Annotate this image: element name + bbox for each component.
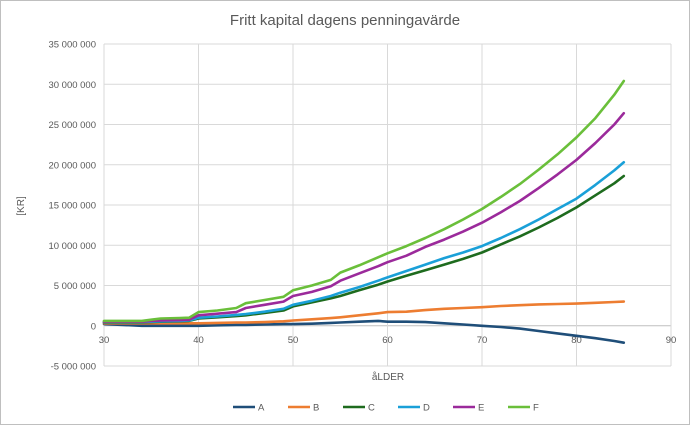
- x-tick-label: 80: [571, 335, 582, 346]
- x-tick-label: 70: [477, 335, 488, 346]
- series-line-d: [102, 161, 626, 324]
- legend: A B C D E F: [233, 403, 539, 414]
- y-tick-label: 15 000 000: [48, 201, 96, 212]
- series-lines: [102, 79, 626, 345]
- y-tick-label: 25 000 000: [48, 120, 96, 131]
- legend-label-d: D: [423, 403, 430, 414]
- chart-title: Fritt kapital dagens penningavärde: [230, 12, 460, 29]
- y-axis-title: [KR]: [16, 196, 27, 216]
- series-line-c: [102, 174, 626, 324]
- y-tick-label: 35 000 000: [48, 40, 96, 51]
- y-tick-label: 20 000 000: [48, 160, 96, 171]
- y-tick-label: 5 000 000: [54, 281, 96, 292]
- series-line-b: [102, 300, 626, 325]
- x-axis-title: åLDER: [372, 371, 404, 383]
- series-line-e: [102, 111, 626, 324]
- y-axis-ticks: -5 000 000 0 5 000 000 10 000 000 15 000 000…: [48, 40, 96, 373]
- x-tick-label: 30: [99, 335, 110, 346]
- legend-label-b: B: [313, 403, 319, 414]
- x-tick-label: 60: [382, 335, 393, 346]
- y-tick-label: 10 000 000: [48, 241, 96, 252]
- x-axis-ticks: 30 40 50 60 70 80 90: [99, 335, 677, 346]
- y-tick-label: 0: [91, 321, 96, 332]
- series-line-f: [102, 79, 626, 323]
- x-tick-label: 90: [666, 335, 677, 346]
- x-tick-label: 50: [288, 335, 299, 346]
- series-line-a: [102, 319, 626, 345]
- legend-label-c: C: [368, 403, 375, 414]
- y-tick-label: 30 000 000: [48, 80, 96, 91]
- y-tick-label: -5 000 000: [51, 362, 96, 373]
- legend-label-f: F: [533, 403, 539, 414]
- x-tick-label: 40: [193, 335, 204, 346]
- legend-label-a: A: [258, 403, 265, 414]
- legend-label-e: E: [478, 403, 484, 414]
